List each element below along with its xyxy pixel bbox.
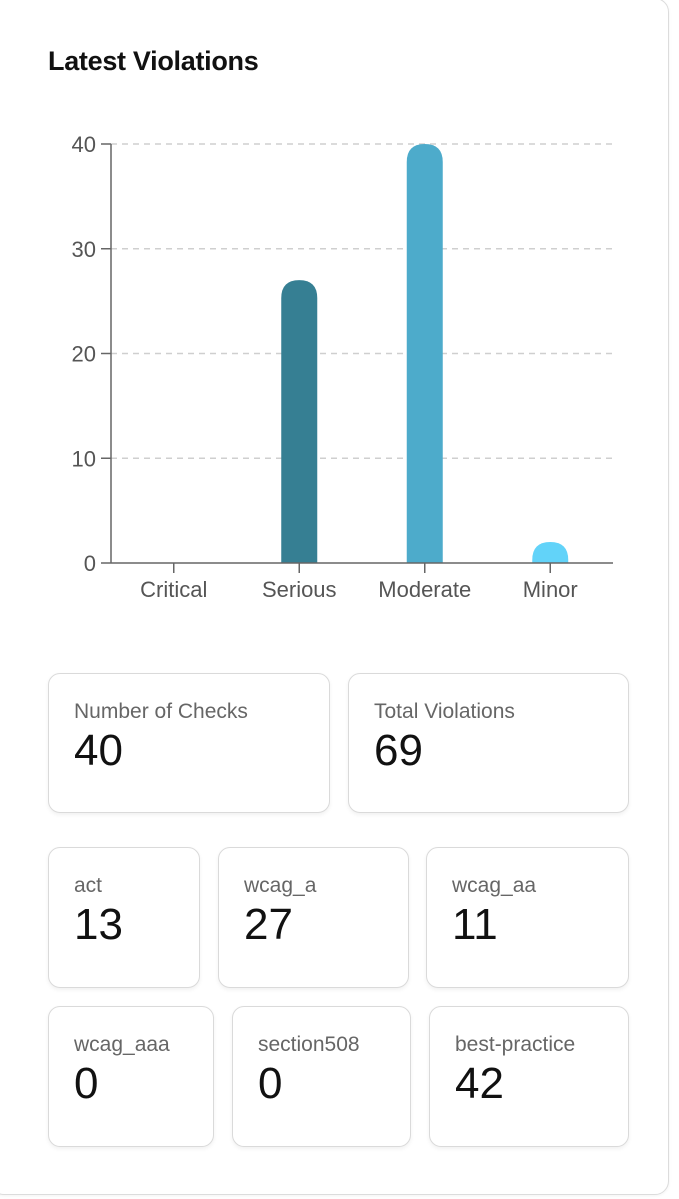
stat-label: Total Violations [374,700,515,723]
stat-card-wcag-aaa: wcag_aaa 0 [48,1006,214,1147]
y-tick-label: 40 [72,132,96,157]
stat-value: 0 [258,1059,283,1108]
stat-value: 69 [374,726,423,775]
y-tick-label: 0 [84,551,96,576]
stat-value: 0 [74,1059,99,1108]
x-tick-label: Minor [523,577,578,602]
violations-bar-chart: 0 10 20 30 40 Critical Serious Moderate Minor [72,132,613,602]
y-tick-label: 10 [72,446,96,471]
stat-value: 13 [74,900,123,949]
stat-value: 40 [74,726,123,775]
x-tick-label: Moderate [378,577,471,602]
stat-value: 27 [244,900,293,949]
stat-label: wcag_a [244,874,317,897]
stat-card-wcag-a: wcag_a 27 [218,847,409,988]
stat-label: act [74,874,103,897]
stat-label: wcag_aa [452,874,537,897]
y-tick-label: 30 [72,237,96,262]
stat-value: 42 [455,1059,504,1108]
stat-label: best-practice [455,1033,576,1056]
stat-label: section508 [258,1033,360,1056]
stat-card-section508: section508 0 [232,1006,411,1147]
stat-value: 11 [452,900,498,949]
x-tick-label: Critical [140,577,207,602]
bar-minor [532,542,569,563]
stat-card-best-practice: best-practice 42 [429,1006,629,1147]
stat-card-act: act 13 [48,847,200,988]
stat-card-checks: Number of Checks 40 [48,673,330,813]
x-tick-label: Serious [262,577,337,602]
stat-label: Number of Checks [74,700,248,723]
panel-title: Latest Violations [48,46,259,76]
bar-serious [281,280,318,563]
y-tick-label: 20 [72,342,96,367]
stat-card-total-violations: Total Violations 69 [348,673,629,813]
stat-card-wcag-aa: wcag_aa 11 [426,847,629,988]
stat-label: wcag_aaa [74,1033,170,1056]
bar-moderate [406,144,443,563]
